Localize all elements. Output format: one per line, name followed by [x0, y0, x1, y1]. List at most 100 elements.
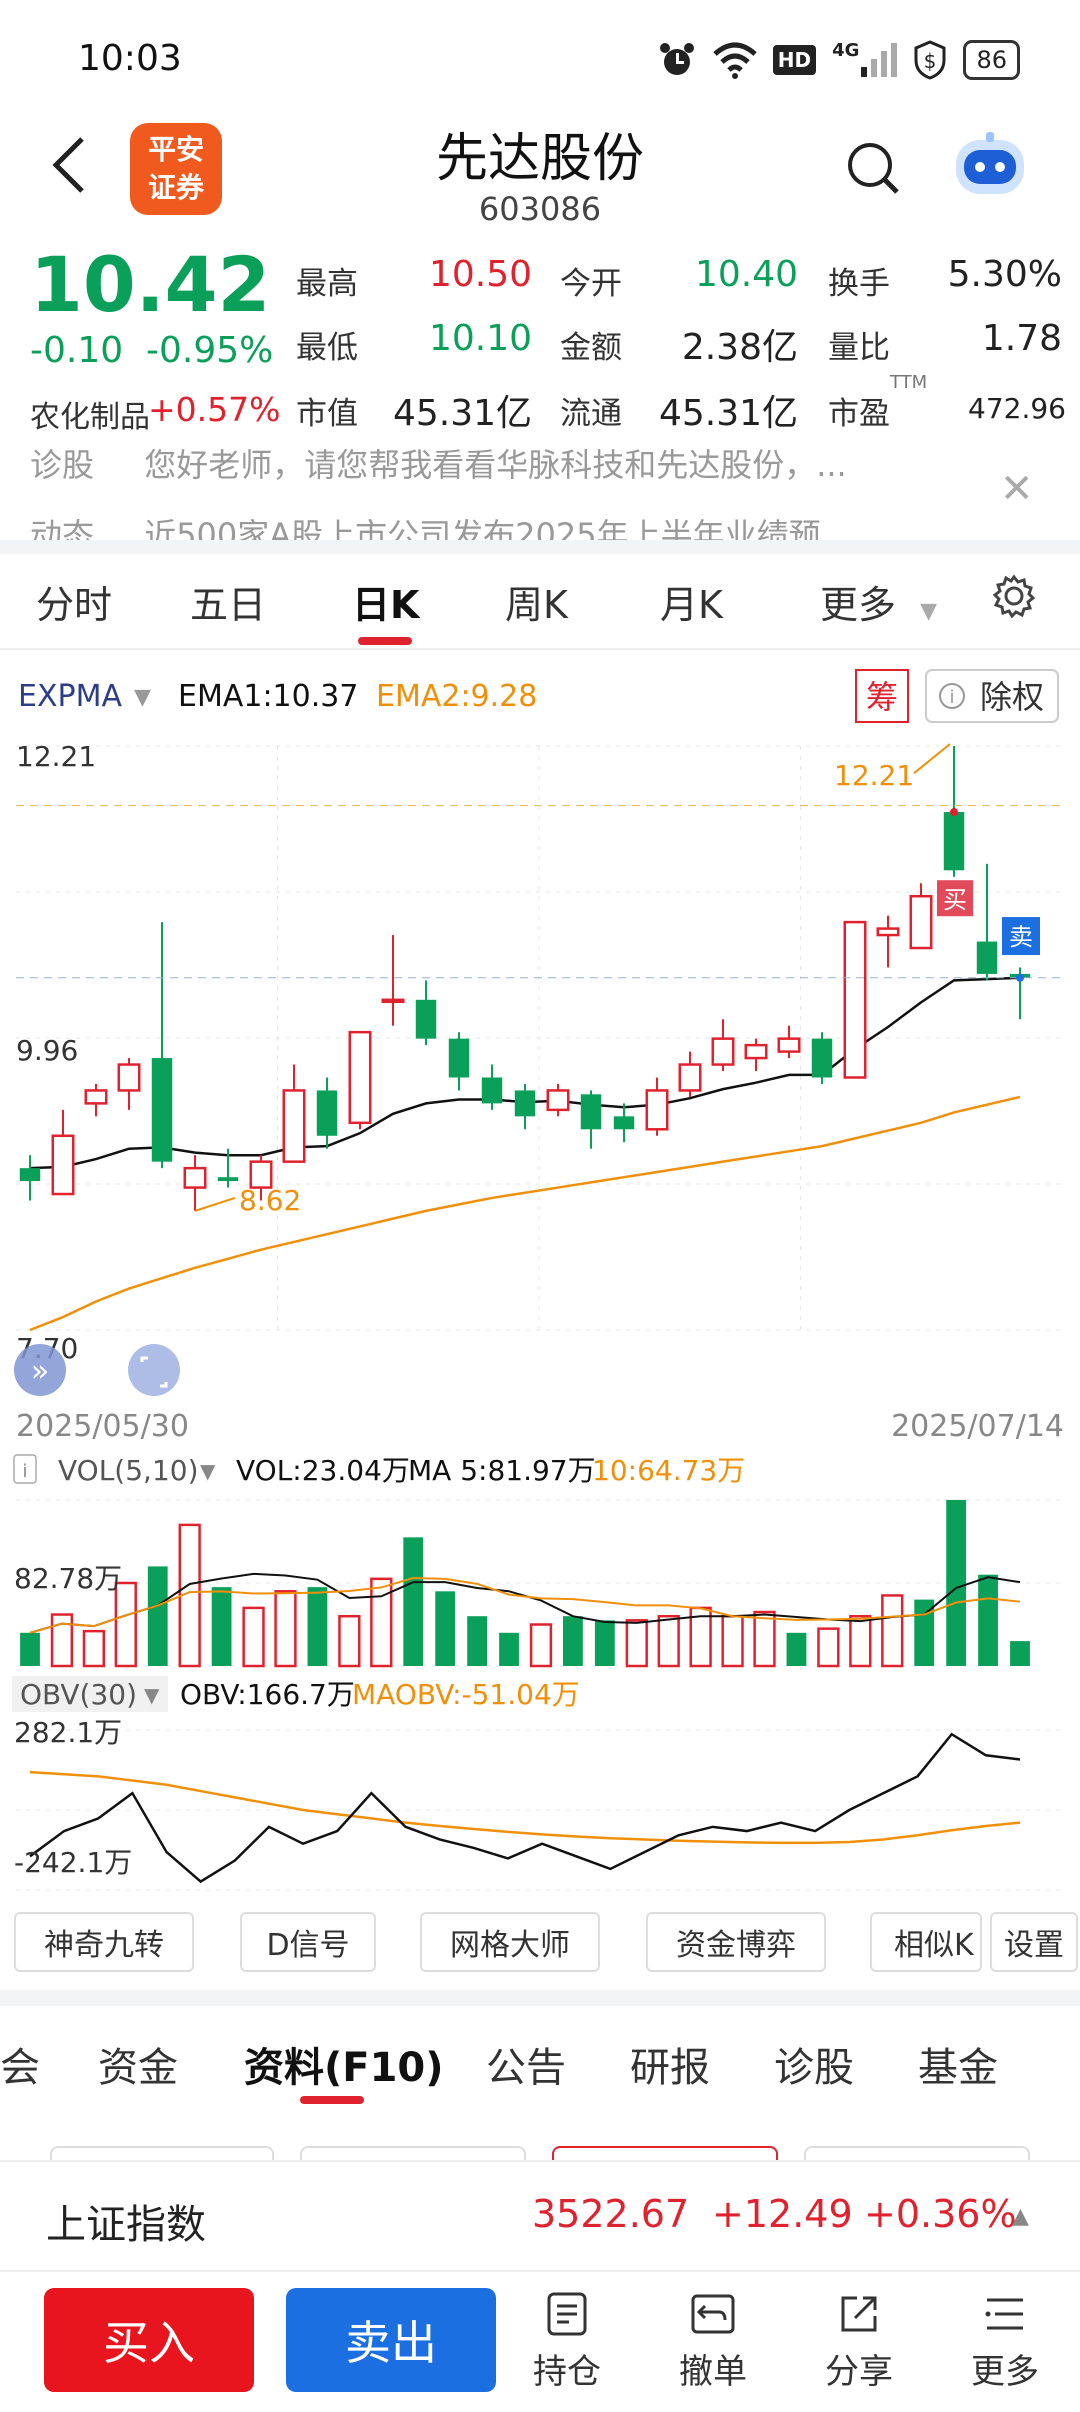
amount-value: 2.38亿 [681, 327, 798, 368]
tab-more[interactable]: 更多 ▼ [820, 574, 937, 629]
obv-line [29, 1732, 1021, 1884]
obv-y-tick: -242.1万 [14, 1846, 132, 1879]
news-item-2[interactable]: 动态 近500家A股上市公司发布2025年上半年业绩预... [30, 510, 851, 540]
volume-bar [946, 1500, 967, 1666]
max-label: 12.21 [834, 759, 914, 792]
info-icon-glyph: i [949, 687, 954, 708]
vol-value: VOL:23.04万 [236, 1454, 410, 1487]
section-tab-research[interactable]: 研报 [630, 2045, 710, 2091]
section-tab-diagnosis[interactable]: 诊股 [774, 2045, 854, 2091]
volume-bar [625, 1619, 648, 1668]
section-tab-partial[interactable]: 会 [0, 2045, 40, 2091]
candle-body [744, 1043, 768, 1060]
tab-intraday[interactable]: 分时 [36, 583, 113, 627]
pe-label: 市盈 [828, 396, 890, 432]
candle-body [217, 1177, 239, 1182]
sector-name[interactable]: 农化制品 [30, 400, 150, 435]
volume-bar [914, 1599, 935, 1666]
section-tab-funds[interactable]: 基金 [918, 2045, 998, 2091]
vol-ma5: MA 5:81.97万 [408, 1454, 596, 1487]
ema2-value: EMA2:9.28 [376, 679, 537, 714]
candle-body [811, 1038, 833, 1078]
signal-icon: 4G [832, 40, 898, 80]
candle-body [711, 1037, 735, 1066]
min-label: 8.62 [239, 1184, 301, 1217]
high-label: 最高 [296, 266, 358, 302]
close-icon[interactable]: ✕ [1000, 466, 1034, 512]
robot-assistant-icon[interactable] [950, 130, 1030, 204]
positions-button[interactable]: 持仓 [512, 2290, 622, 2393]
tool-grid-master[interactable]: 网格大师 [420, 1912, 600, 1972]
divider [0, 540, 1080, 554]
candle-body [909, 894, 933, 950]
tab-monthly-k[interactable]: 月K [660, 583, 723, 627]
tool-capital-game[interactable]: 资金博弈 [646, 1912, 826, 1972]
search-icon[interactable] [845, 140, 901, 200]
candle-body [613, 1116, 635, 1130]
share-button[interactable]: 分享 [804, 2290, 914, 2393]
alarm-icon [657, 40, 697, 80]
buy-button[interactable]: 买入 [44, 2288, 254, 2392]
volume-bar [786, 1632, 807, 1666]
index-change-pct: +0.36% [864, 2192, 1017, 2236]
chip-label: 筹 [866, 678, 898, 716]
buy-marker [937, 880, 973, 917]
news-item-1[interactable]: 诊股 您好老师，请您帮我看看华脉科技和先达股份，... [30, 440, 847, 486]
period-tabs [0, 554, 1080, 650]
settings-icon[interactable] [992, 574, 1036, 622]
broker-logo: 平安 证券 [130, 123, 222, 215]
volume-bar [211, 1587, 232, 1666]
candle-body [645, 1089, 669, 1131]
section-tab-f10[interactable]: 资料(F10) [244, 2045, 444, 2091]
maobv-value: MAOBV:-51.04万 [352, 1678, 580, 1711]
status-icons: HD 4G $ 86 [657, 38, 1020, 82]
tab-five-day[interactable]: 五日 [190, 583, 267, 627]
cancel-order-button[interactable]: 撤单 [658, 2290, 768, 2393]
news-text: 近500家A股上市公司发布2025年上半年业绩预... [144, 516, 852, 540]
volume-bar [753, 1610, 776, 1668]
volume-ratio-value: 1.78 [981, 318, 1062, 359]
index-bar[interactable] [0, 2160, 1080, 2270]
high-value: 10.50 [428, 254, 532, 295]
exright-button [925, 669, 1059, 723]
float-cap-label: 流通 [560, 396, 622, 432]
tab-daily-k[interactable]: 日K [352, 583, 420, 627]
news-tag: 诊股 [30, 446, 95, 484]
obv-y-tick: 282.1万 [14, 1716, 122, 1749]
share-label: 分享 [825, 2352, 893, 2392]
sell-button[interactable]: 卖出 [286, 2288, 496, 2392]
candle-body [481, 1077, 503, 1104]
candle-body [580, 1094, 602, 1130]
section-tab-capital[interactable]: 资金 [98, 2045, 178, 2091]
tab-weekly-k[interactable]: 周K [505, 583, 568, 627]
section-tab-announcements[interactable]: 公告 [486, 2045, 566, 2091]
cancel-order-label: 撤单 [679, 2352, 747, 2392]
price-change-pct: -0.95% [146, 330, 274, 371]
back-icon[interactable] [50, 135, 100, 205]
high-dot [950, 808, 958, 817]
chip-button [855, 669, 909, 723]
menu-icon [985, 2298, 1023, 2330]
sell-marker-label: 卖 [1009, 923, 1033, 951]
tool-settings[interactable]: 设置 [990, 1912, 1078, 1972]
exright-label: 除权 [980, 678, 1044, 716]
tool-magic-nine[interactable]: 神奇九转 [14, 1912, 194, 1972]
caret-down-icon: ▼ [920, 599, 938, 624]
wifi-icon [713, 40, 757, 80]
volume-bar [82, 1629, 106, 1668]
vol-title: VOL(5,10) [58, 1454, 199, 1487]
tool-similar-k[interactable]: 相似K [870, 1912, 982, 1972]
low-value: 10.10 [428, 318, 532, 359]
more-button[interactable]: 更多 [950, 2290, 1060, 2393]
tool-d-signal[interactable]: D信号 [240, 1912, 376, 1972]
last-price: 10.42 [30, 240, 271, 329]
volume-bar [721, 1614, 744, 1668]
candle-body [117, 1063, 141, 1092]
volume-bar [657, 1614, 680, 1668]
volume-bar [338, 1614, 361, 1668]
caret-up-icon[interactable]: ▲ [1012, 2204, 1029, 2229]
news-ticker[interactable]: 诊股 您好老师，请您帮我看看华脉科技和先达股份，... 动态 近500家A股上市… [0, 440, 1080, 540]
info-icon-glyph: i [22, 1461, 27, 1482]
indicator-name: EXPMA [18, 679, 122, 714]
